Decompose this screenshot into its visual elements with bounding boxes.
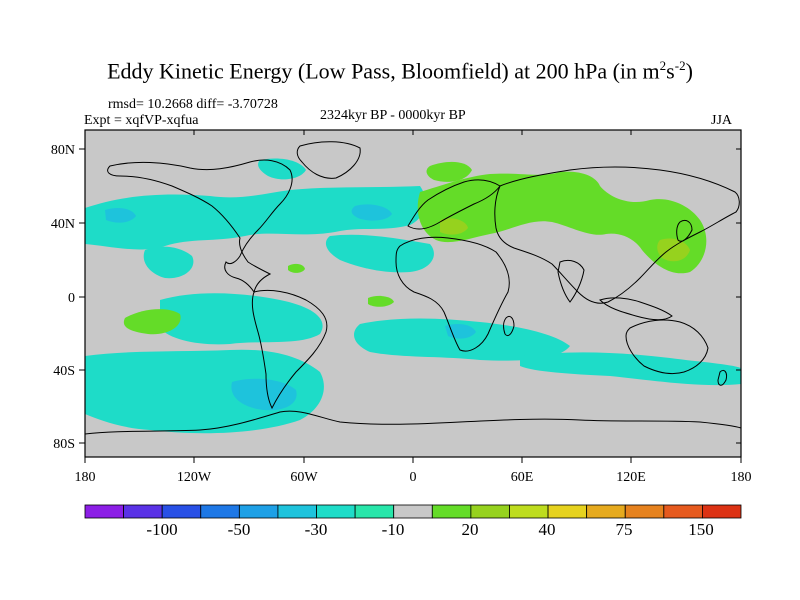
experiment-label: Expt = xqfVP-xqfua (84, 113, 199, 128)
colorbar (84, 504, 742, 519)
lon-label: 180 (731, 470, 752, 485)
field-tropical-pacific (160, 293, 323, 345)
colorbar-swatch (277, 504, 317, 519)
colorbar-label: 20 (462, 520, 479, 539)
coast-asia (494, 166, 740, 304)
field-south-atlantic-indian (354, 318, 570, 361)
season-label: JJA (711, 113, 733, 128)
lon-label: 60W (290, 470, 318, 485)
field-arctic (426, 161, 472, 182)
colorbar-label: -50 (228, 520, 251, 539)
field-small-atlantic-north (288, 263, 305, 273)
coast-north-america (107, 159, 293, 294)
field-southern-ocean-west (85, 349, 324, 434)
lon-label: 120W (177, 470, 212, 485)
field-southern-ocean-east (520, 352, 741, 386)
page-title: Eddy Kinetic Energy (Low Pass, Bloomfiel… (107, 58, 693, 84)
coast-africa (395, 236, 510, 352)
anomaly-fields (85, 158, 741, 434)
lat-ticks (79, 148, 741, 444)
coast-greenland (296, 141, 361, 179)
colorbar-swatch (354, 504, 395, 519)
field-far-south-pacific (85, 388, 160, 407)
colorbar-label: 40 (539, 520, 556, 539)
colorbar-swatch (624, 504, 665, 519)
colorbar-swatch (161, 504, 202, 519)
coast-antarctica (84, 410, 742, 435)
coastlines (84, 141, 742, 435)
field-canada-north (258, 158, 306, 180)
lon-ticks (84, 130, 742, 463)
colorbar-swatch (316, 504, 356, 519)
lon-labels: 180 120W 60W 0 60E 120E 180 (75, 470, 752, 485)
lon-label: 60E (511, 470, 534, 485)
field-north-pacific-atlantic (85, 186, 426, 250)
colorbar-swatch (393, 504, 433, 519)
coast-new-zealand (717, 369, 727, 386)
colorbar-swatch (586, 504, 626, 519)
field-core-east-asia (657, 238, 690, 262)
lon-label: 180 (75, 470, 96, 485)
colorbar-swatch (509, 504, 549, 519)
lon-label: 0 (410, 470, 417, 485)
colorbar-swatch (238, 504, 279, 519)
stats-label: rmsd= 10.2668 diff= -3.70728 (108, 97, 278, 112)
coast-south-america (251, 289, 328, 410)
coast-indonesia (599, 297, 673, 321)
field-europe-asia (417, 171, 707, 274)
colorbar-label: -100 (146, 520, 177, 539)
coast-india (557, 259, 585, 303)
field-tropical-pacific-west (123, 309, 181, 335)
colorbar-swatch (470, 504, 510, 519)
colorbar-label: 75 (616, 520, 633, 539)
field-core-north-atlantic (351, 204, 392, 221)
colorbar-label: -10 (382, 520, 405, 539)
lat-label: 40S (53, 364, 75, 379)
field-core-north-pacific (105, 208, 136, 223)
field-small-atlantic-south (368, 295, 394, 307)
lat-labels: 80N 40N 0 40S 80S (51, 143, 75, 452)
colorbar-label: -30 (305, 520, 328, 539)
coast-madagascar (503, 315, 515, 337)
lat-label: 80S (53, 437, 75, 452)
colorbar-swatch (431, 504, 472, 519)
colorbar-swatch (547, 504, 588, 519)
field-north-america-west (143, 246, 194, 279)
lat-label: 0 (68, 291, 75, 306)
colorbar-label: 150 (688, 520, 714, 539)
coast-australia (625, 319, 709, 375)
colorbar-labels: -100 -50 -30 -10 20 40 75 150 (146, 520, 713, 539)
colorbar-swatch (84, 504, 124, 519)
lat-label: 80N (51, 143, 75, 158)
lat-label: 40N (51, 217, 75, 232)
colorbar-swatch (200, 504, 240, 519)
colorbar-swatch (123, 504, 163, 519)
colorbar-swatch (702, 504, 742, 519)
period-label: 2324kyr BP - 0000kyr BP (320, 108, 466, 123)
coast-japan (676, 219, 693, 242)
lon-label: 120E (616, 470, 646, 485)
field-core-europe (440, 218, 468, 235)
field-core-south-america (231, 378, 297, 411)
colorbar-swatch (663, 504, 703, 519)
field-north-atlantic-east (325, 234, 434, 273)
